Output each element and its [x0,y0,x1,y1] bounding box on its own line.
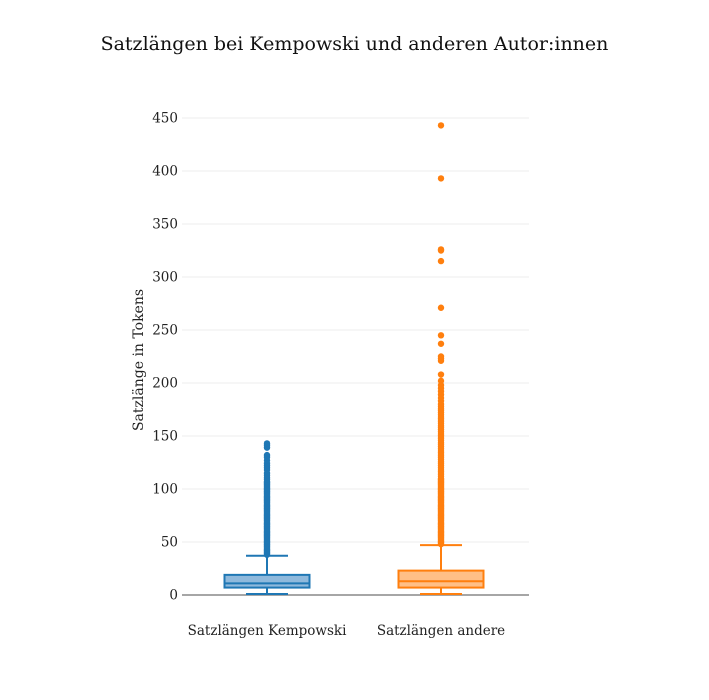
outlier-point [437,246,445,253]
y-tick-label: 150 [152,429,178,445]
chart-title: Satzlängen bei Kempowski und anderen Aut… [101,33,609,55]
iqr-box [223,573,311,589]
x-tick-label: Satzlängen andere [377,623,505,639]
y-tick-label: 50 [161,535,178,551]
outlier-point [263,440,271,447]
y-tick-label: 350 [152,217,178,233]
outlier-point [437,353,445,360]
y-axis-ticks: 0 50 100 150 200 250 300 350 400 450 [152,111,178,604]
outlier-point [437,340,445,347]
outlier-point [437,377,445,385]
outlier-point [437,122,445,129]
outlier-point [437,257,445,265]
outlier-point [437,371,445,378]
x-tick-label: Satzlängen Kempowski [188,623,347,639]
x-axis-labels: Satzlängen Kempowski Satzlängen andere [188,623,506,639]
y-tick-label: 300 [152,270,178,286]
box-trace [223,440,311,595]
y-tick-label: 250 [152,323,178,339]
outlier-point [437,304,445,311]
y-axis-title: Satzlänge in Tokens [131,289,147,431]
y-tick-label: 450 [152,111,178,127]
y-tick-label: 400 [152,164,178,180]
gridlines [182,117,529,596]
iqr-box [397,569,485,589]
outlier-point [437,332,445,339]
box-trace [397,122,485,595]
y-tick-label: 0 [169,588,178,604]
y-tick-label: 100 [152,482,178,498]
box-series [223,122,485,595]
y-tick-label: 200 [152,376,178,392]
outlier-point [263,451,271,459]
outlier-point [437,175,445,182]
